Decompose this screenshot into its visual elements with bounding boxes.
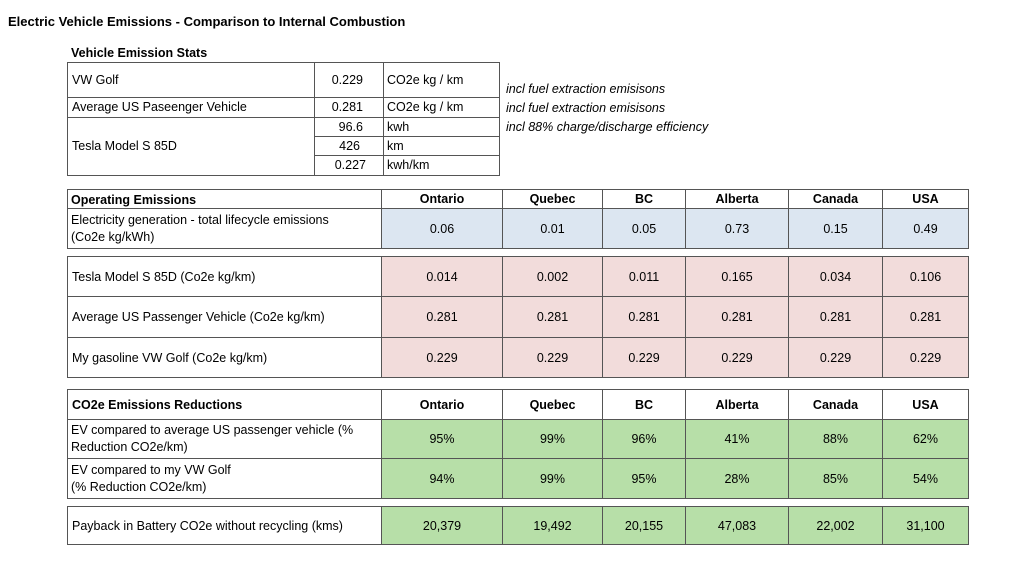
ev-vs-golf-usa: 54%	[883, 459, 968, 498]
golf-usa: 0.229	[883, 338, 968, 377]
payback-ontario: 20,379	[382, 507, 502, 544]
ev-vs-golf-ontario: 94%	[382, 459, 502, 498]
col-header-usa: USA	[912, 192, 939, 206]
note-2: incl fuel extraction emisisons	[506, 101, 666, 115]
tesla-kwh-unit: kwh	[387, 119, 410, 134]
reductions-heading: CO2e Emissions Reductions	[72, 397, 243, 412]
ev-vs-avg-usa: 62%	[883, 420, 968, 458]
payback-label: Payback in Battery CO2e without recyclin…	[72, 518, 343, 533]
tesla-km-unit: km	[387, 138, 404, 153]
red-col-quebec: Quebec	[529, 397, 576, 412]
electricity-label-line2: (Co2e kg/kWh)	[71, 229, 155, 244]
operating-heading: Operating Emissions	[71, 193, 197, 207]
tesla-ontario: 0.014	[382, 257, 502, 296]
col-header-bc: BC	[634, 192, 654, 206]
operating-emissions-table: Tesla Model S 85D (Co2e kg/km) 0.014 0.0…	[67, 256, 969, 378]
tesla-row-label: Tesla Model S 85D (Co2e kg/km)	[72, 269, 256, 284]
vw-golf-unit: CO2e kg / km	[387, 73, 464, 87]
tesla-km-value: 426	[339, 138, 360, 153]
avg-us-row-label: Average US Passenger Vehicle (Co2e kg/km…	[72, 310, 325, 324]
red-col-ontario: Ontario	[419, 397, 465, 412]
golf-ontario: 0.229	[382, 338, 502, 377]
electricity-alberta: 0.73	[686, 209, 788, 248]
electricity-usa: 0.49	[883, 209, 968, 248]
red-col-bc: BC	[634, 397, 654, 412]
vw-golf-label: VW Golf	[72, 73, 119, 87]
tesla-kwhkm-value: 0.227	[334, 158, 366, 172]
electricity-canada: 0.15	[789, 209, 882, 248]
avg-us-unit: CO2e kg / km	[387, 100, 464, 114]
golf-alberta: 0.229	[686, 338, 788, 377]
col-header-alberta: Alberta	[715, 192, 759, 206]
page-title: Electric Vehicle Emissions - Comparison …	[8, 14, 406, 29]
tesla-kwhkm-unit: kwh/km	[387, 158, 430, 172]
payback-usa: 31,100	[883, 507, 968, 544]
avg-us-bc: 0.281	[603, 297, 685, 337]
ev-vs-avg-canada: 88%	[789, 420, 882, 458]
avg-us-ontario: 0.281	[382, 297, 502, 337]
vehicle-stats-heading: Vehicle Emission Stats	[71, 46, 208, 60]
electricity-label: Electricity generation - total lifecycle…	[68, 209, 381, 248]
payback-canada: 22,002	[789, 507, 882, 544]
ev-vs-avg-label-line1: EV compared to average US passenger vehi…	[71, 423, 354, 437]
avg-us-quebec: 0.281	[503, 297, 602, 337]
golf-bc: 0.229	[603, 338, 685, 377]
ev-vs-avg-quebec: 99%	[503, 420, 602, 458]
ev-vs-avg-label: EV compared to average US passenger vehi…	[68, 420, 381, 458]
ev-vs-golf-alberta: 28%	[686, 459, 788, 498]
avg-us-value: 0.281	[331, 100, 363, 114]
avg-us-usa: 0.281	[883, 297, 968, 337]
golf-canada: 0.229	[789, 338, 882, 377]
tesla-quebec: 0.002	[503, 257, 602, 296]
golf-quebec: 0.229	[503, 338, 602, 377]
ev-vs-avg-ontario: 95%	[382, 420, 502, 458]
tesla-canada: 0.034	[789, 257, 882, 296]
col-header-quebec: Quebec	[529, 192, 576, 206]
tesla-kwh-value: 96.6	[338, 119, 363, 134]
ev-vs-golf-quebec: 99%	[503, 459, 602, 498]
electricity-label-line1: Electricity generation - total lifecycle…	[71, 212, 329, 227]
electricity-table: Ontario Quebec BC Alberta Canada USA Ele…	[67, 189, 969, 249]
vw-golf-value: 0.229	[331, 73, 363, 87]
avg-us-canada: 0.281	[789, 297, 882, 337]
ev-vs-golf-label-line2: (% Reduction CO2e/km)	[71, 479, 207, 494]
ev-vs-avg-alberta: 41%	[686, 420, 788, 458]
ev-vs-golf-label-line1: EV compared to my VW Golf	[71, 462, 231, 477]
electricity-bc: 0.05	[603, 209, 685, 248]
avg-us-alberta: 0.281	[686, 297, 788, 337]
tesla-bc: 0.011	[603, 257, 685, 296]
payback-quebec: 19,492	[503, 507, 602, 544]
note-3: incl 88% charge/discharge efficiency	[506, 120, 709, 134]
electricity-ontario: 0.06	[382, 209, 502, 248]
payback-bc: 20,155	[603, 507, 685, 544]
col-header-ontario: Ontario	[419, 192, 465, 206]
vehicle-stats-table: VW Golf 0.229 CO2e kg / km Average US Pa…	[67, 62, 500, 176]
golf-row-label: My gasoline VW Golf (Co2e kg/km)	[72, 350, 268, 365]
red-col-alberta: Alberta	[715, 397, 759, 412]
reductions-table: CO2e Emissions Reductions Ontario Quebec…	[67, 389, 969, 499]
red-col-usa: USA	[912, 397, 939, 412]
ev-vs-golf-canada: 85%	[789, 459, 882, 498]
ev-vs-golf-bc: 95%	[603, 459, 685, 498]
tesla-usa: 0.106	[883, 257, 968, 296]
payback-table: Payback in Battery CO2e without recyclin…	[67, 506, 969, 545]
ev-vs-golf-label: EV compared to my VW Golf (% Reduction C…	[68, 459, 381, 498]
tesla-alberta: 0.165	[686, 257, 788, 296]
tesla-label: Tesla Model S 85D	[72, 139, 177, 153]
note-1: incl fuel extraction emisisons	[506, 82, 666, 96]
ev-vs-avg-label-line2: Reduction CO2e/km)	[71, 440, 188, 454]
electricity-quebec: 0.01	[503, 209, 602, 248]
avg-us-label: Average US Paseenger Vehicle	[72, 100, 247, 114]
payback-alberta: 47,083	[686, 507, 788, 544]
red-col-canada: Canada	[812, 397, 859, 412]
col-header-canada: Canada	[812, 192, 859, 206]
ev-vs-avg-bc: 96%	[603, 420, 685, 458]
